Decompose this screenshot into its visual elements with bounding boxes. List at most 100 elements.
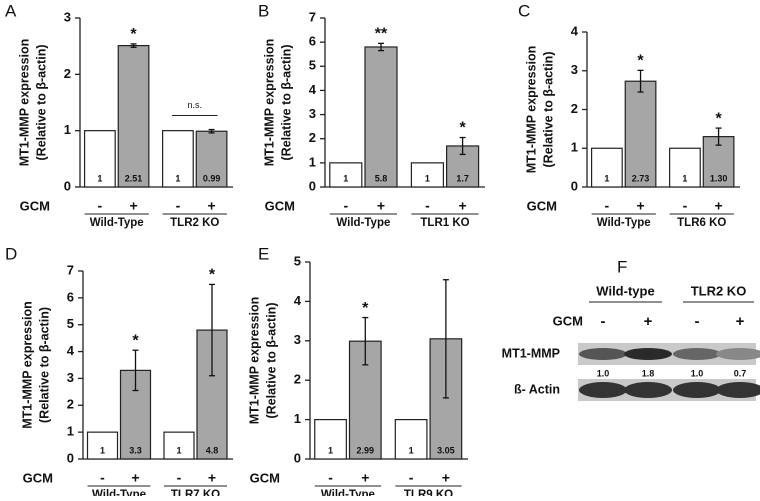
value-label: 1.30	[710, 173, 728, 183]
value-label: 0.99	[203, 173, 221, 183]
y-axis-label: MT1-MMP expression	[524, 46, 538, 174]
y-tick-label: 1	[309, 154, 316, 169]
lane-label: -	[601, 313, 606, 330]
blot-band	[624, 348, 672, 360]
category-label: +	[208, 470, 216, 486]
row-label: GCM	[23, 470, 53, 485]
group-label: Wild-Type	[92, 489, 146, 496]
group-label: TLR9 KO	[404, 489, 453, 496]
y-axis-label: (Relative to β-actin)	[264, 303, 278, 419]
value-label: 1	[175, 173, 180, 183]
value-label: 1	[343, 173, 348, 183]
y-axis-label: MT1-MMP expression	[262, 39, 276, 167]
blot-band	[716, 348, 760, 360]
row-label: GCM	[250, 470, 280, 485]
category-label: -	[328, 470, 333, 486]
category-label: +	[442, 470, 450, 486]
row-label: GCM	[553, 313, 583, 328]
y-axis-label: MT1-MMP expression	[247, 297, 261, 425]
bar	[163, 431, 195, 460]
group-label: Wild-Type	[597, 217, 651, 229]
y-axis-label: (Relative to β-actin)	[37, 307, 51, 423]
group-label: TLR7 KO	[171, 489, 220, 496]
group-label: Wild-Type	[90, 217, 144, 229]
category-label: +	[129, 198, 137, 214]
y-tick-label: 4	[309, 82, 317, 97]
panel-label: A	[5, 1, 17, 20]
y-axis-label: MT1-MMP expression	[20, 301, 34, 429]
bar	[394, 419, 428, 460]
bar	[83, 130, 116, 188]
value-label: 2.73	[632, 173, 650, 183]
value-label: 1.7	[456, 173, 469, 183]
category-label: +	[377, 198, 385, 214]
annotation: *	[715, 110, 722, 127]
y-tick-label: 3	[294, 332, 301, 347]
y-tick-label: 2	[64, 66, 71, 81]
value-label: 1	[409, 445, 414, 455]
annotation: n.s.	[187, 100, 202, 110]
y-tick-label: 3	[571, 62, 578, 77]
band-value: 1.0	[691, 368, 704, 378]
annotation: **	[375, 26, 388, 43]
panel-label: F	[617, 257, 627, 276]
blot-band	[673, 382, 721, 398]
band-value: 0.7	[734, 368, 747, 378]
blot-row-label: MT1-MMP	[502, 346, 560, 360]
bar	[117, 45, 150, 188]
y-tick-label: 4	[571, 23, 579, 38]
y-axis-label: (Relative to β-actin)	[34, 45, 48, 161]
y-tick-label: 5	[67, 316, 74, 331]
y-tick-label: 0	[309, 178, 316, 193]
panel-label: C	[518, 1, 530, 20]
bar	[429, 338, 463, 460]
category-label: -	[425, 198, 430, 214]
blot-band	[579, 382, 627, 398]
row-label: GCM	[265, 198, 295, 213]
category-label: +	[459, 198, 467, 214]
annotation: *	[362, 300, 369, 317]
panel-label: E	[258, 244, 269, 263]
category-label: +	[131, 470, 139, 486]
lane-label: +	[736, 313, 745, 330]
y-tick-label: 5	[294, 253, 301, 268]
y-tick-label: 7	[67, 262, 74, 277]
y-tick-label: 3	[64, 9, 71, 24]
bar	[364, 46, 398, 188]
value-label: 1	[328, 445, 333, 455]
y-tick-label: 0	[64, 178, 71, 193]
y-axis-label: MT1-MMP expression	[17, 39, 31, 167]
value-label: 5.8	[375, 173, 388, 183]
value-label: 2.51	[125, 173, 143, 183]
value-label: 2.99	[357, 445, 375, 455]
y-tick-label: 1	[294, 411, 301, 426]
value-label: 1	[97, 173, 102, 183]
value-label: 3.05	[437, 445, 455, 455]
group-label: Wild-Type	[321, 489, 375, 496]
bar	[329, 162, 363, 188]
category-label: +	[714, 198, 722, 214]
y-tick-label: 4	[294, 293, 302, 308]
y-tick-label: 7	[309, 9, 316, 24]
value-label: 4.8	[206, 445, 219, 455]
y-tick-label: 3	[67, 370, 74, 385]
value-label: 1	[100, 445, 105, 455]
value-label: 3.3	[129, 445, 142, 455]
blot-row-label: ß- Actin	[514, 382, 560, 396]
category-label: -	[100, 470, 105, 486]
group-label: TLR1 KO	[420, 217, 469, 229]
panel-label: B	[258, 1, 269, 20]
value-label: 1	[604, 173, 609, 183]
y-tick-label: 6	[67, 289, 74, 304]
y-tick-label: 0	[571, 178, 578, 193]
bar	[410, 162, 444, 188]
group-label: TLR6 KO	[677, 217, 726, 229]
blot-band	[624, 382, 672, 398]
y-axis-label: (Relative to β-actin)	[279, 45, 293, 161]
group-label: TLR2 KO	[691, 283, 747, 298]
panel-label: D	[5, 244, 17, 263]
bar	[590, 147, 623, 188]
category-label: -	[177, 470, 182, 486]
group-label: Wild-type	[596, 283, 654, 298]
